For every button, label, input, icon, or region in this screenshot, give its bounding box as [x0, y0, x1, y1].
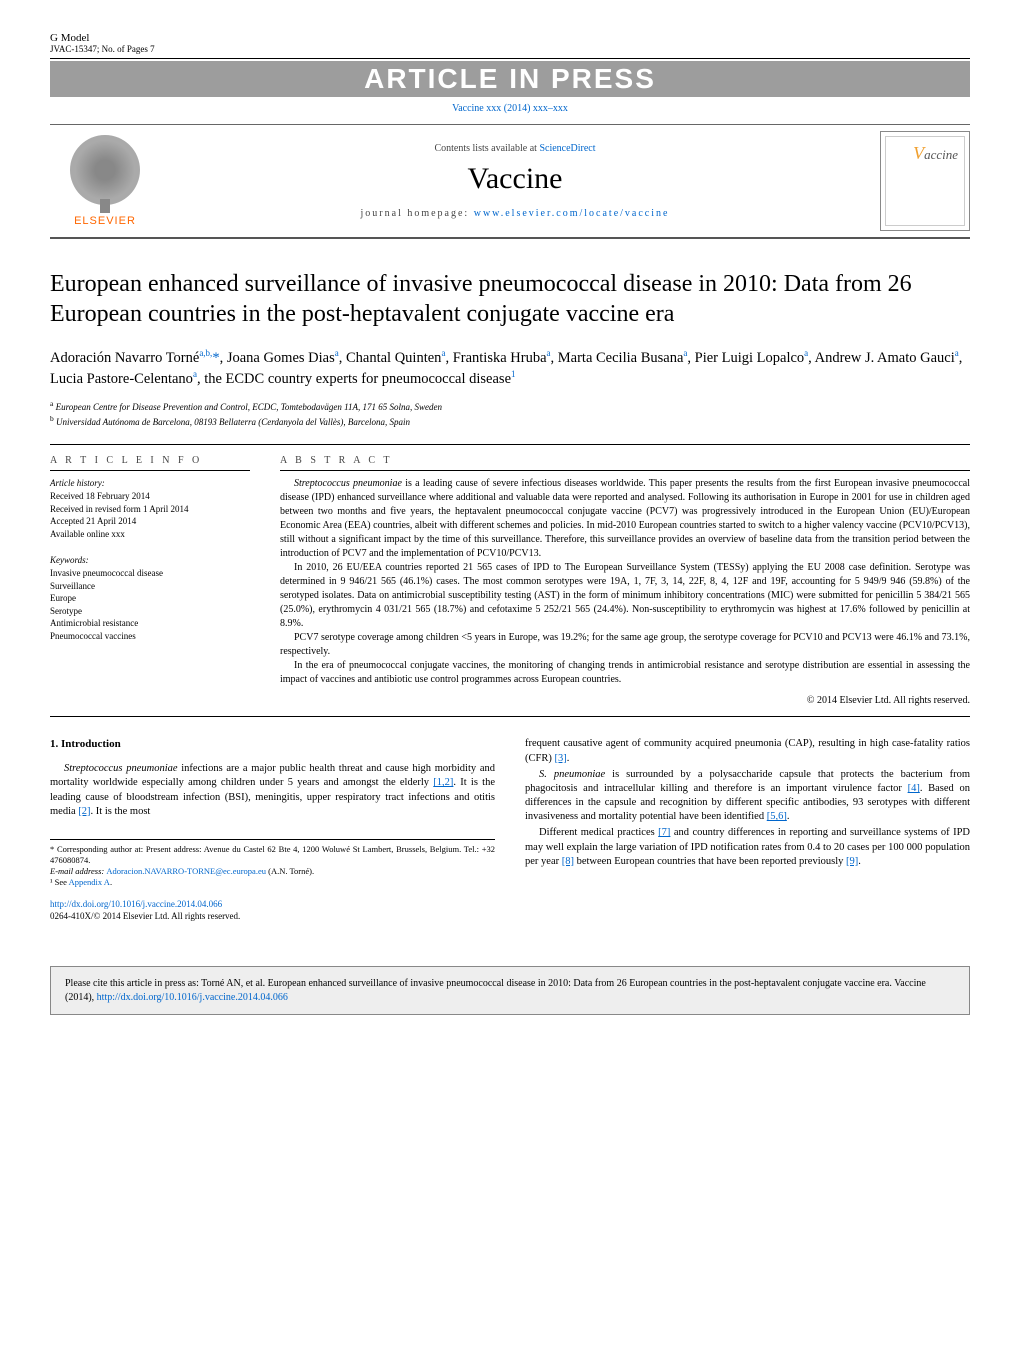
body-columns: 1. Introduction Streptococcus pneumoniae… [50, 737, 970, 922]
article-history: Article history: Received 18 February 20… [50, 477, 250, 540]
gmodel-label: G Model [50, 32, 155, 44]
running-header: G Model JVAC-15347; No. of Pages 7 [50, 32, 970, 59]
abstract-p3: PCV7 serotype coverage among children <5… [280, 631, 970, 659]
abstract-copyright: © 2014 Elsevier Ltd. All rights reserved… [280, 695, 970, 706]
appendix-link[interactable]: Appendix A [69, 877, 110, 887]
cover-inner: Vaccine [885, 136, 965, 226]
body-right-column: frequent causative agent of community ac… [525, 737, 970, 922]
cover-logo: Vaccine [913, 143, 958, 164]
footnotes: * Corresponding author at: Present addre… [50, 839, 495, 888]
gmodel-ref: JVAC-15347; No. of Pages 7 [50, 44, 155, 54]
abstract-p4: In the era of pneumococcal conjugate vac… [280, 659, 970, 687]
ref-link[interactable]: [9] [846, 856, 858, 867]
right-p3: Different medical practices [7] and coun… [525, 826, 970, 869]
elsevier-tree-icon [70, 135, 140, 205]
ref-link[interactable]: [2] [78, 806, 90, 817]
received-date: Received 18 February 2014 [50, 491, 150, 501]
elsevier-label: ELSEVIER [74, 215, 136, 227]
abstract-p1: Streptococcus pneumoniae is a leading ca… [280, 477, 970, 561]
sciencedirect-link[interactable]: ScienceDirect [539, 143, 595, 154]
email-line: E-mail address: Adoracion.NAVARRO-TORNE@… [50, 866, 495, 877]
issn-line: 0264-410X/© 2014 Elsevier Ltd. All right… [50, 911, 240, 921]
doi-link[interactable]: http://dx.doi.org/10.1016/j.vaccine.2014… [50, 899, 222, 909]
divider [50, 444, 970, 445]
ref-link[interactable]: [5,6] [767, 811, 787, 822]
homepage-link[interactable]: www.elsevier.com/locate/vaccine [474, 208, 670, 219]
journal-title: Vaccine [160, 162, 870, 196]
ref-link[interactable]: [8] [562, 856, 574, 867]
keywords-list: Invasive pneumococcal diseaseSurveillanc… [50, 567, 250, 643]
ref-link[interactable]: [4] [908, 783, 920, 794]
doi-block: http://dx.doi.org/10.1016/j.vaccine.2014… [50, 898, 495, 922]
intro-p1: Streptococcus pneumoniae infections are … [50, 762, 495, 819]
ref-link[interactable]: [1,2] [433, 777, 453, 788]
article-info-label: A R T I C L E I N F O [50, 455, 250, 471]
revised-date: Received in revised form 1 April 2014 [50, 504, 188, 514]
keywords-block: Keywords: Invasive pneumococcal diseaseS… [50, 554, 250, 642]
affiliation-b: b Universidad Autónoma de Barcelona, 081… [50, 414, 970, 429]
homepage-label: journal homepage: [361, 208, 474, 219]
elsevier-logo-box: ELSEVIER [50, 131, 160, 231]
intro-heading: 1. Introduction [50, 737, 495, 752]
history-label: Article history: [50, 478, 105, 488]
email-link[interactable]: Adoracion.NAVARRO-TORNE@ec.europa.eu [106, 866, 266, 876]
article-title: European enhanced surveillance of invasi… [50, 269, 970, 329]
online-date: Available online xxx [50, 529, 125, 539]
gmodel-block: G Model JVAC-15347; No. of Pages 7 [50, 32, 155, 54]
abstract-text: Streptococcus pneumoniae is a leading ca… [280, 477, 970, 687]
ref-link[interactable]: [3] [554, 753, 566, 764]
masthead-center: Contents lists available at ScienceDirec… [160, 131, 870, 231]
article-in-press-banner: ARTICLE IN PRESS [50, 61, 970, 97]
appendix-note: ¹ See Appendix A. [50, 877, 495, 888]
abstract-label: A B S T R A C T [280, 455, 970, 471]
masthead: ELSEVIER Contents lists available at Sci… [50, 124, 970, 239]
right-p1: frequent causative agent of community ac… [525, 737, 970, 765]
homepage-line: journal homepage: www.elsevier.com/locat… [160, 208, 870, 219]
article-info-column: A R T I C L E I N F O Article history: R… [50, 455, 250, 706]
journal-ref-link[interactable]: Vaccine xxx (2014) xxx–xxx [452, 103, 568, 114]
abstract-column: A B S T R A C T Streptococcus pneumoniae… [280, 455, 970, 706]
cite-doi-link[interactable]: http://dx.doi.org/10.1016/j.vaccine.2014… [97, 992, 288, 1003]
body-left-column: 1. Introduction Streptococcus pneumoniae… [50, 737, 495, 922]
affiliations: a European Centre for Disease Prevention… [50, 399, 970, 428]
citation-box: Please cite this article in press as: To… [50, 966, 970, 1015]
contents-text: Contents lists available at [434, 143, 539, 154]
right-p2: S. pneumoniae is surrounded by a polysac… [525, 768, 970, 825]
affiliation-a: a European Centre for Disease Prevention… [50, 399, 970, 414]
ref-link[interactable]: [7] [658, 827, 670, 838]
info-abstract-row: A R T I C L E I N F O Article history: R… [50, 455, 970, 706]
divider [50, 716, 970, 717]
accepted-date: Accepted 21 April 2014 [50, 516, 136, 526]
contents-line: Contents lists available at ScienceDirec… [160, 143, 870, 154]
keywords-label: Keywords: [50, 554, 250, 567]
authors-list: Adoración Navarro Tornéa,b,*, Joana Gome… [50, 347, 970, 389]
journal-cover: Vaccine [880, 131, 970, 231]
corresponding-author: * Corresponding author at: Present addre… [50, 844, 495, 866]
aip-text: ARTICLE IN PRESS [364, 63, 656, 94]
abstract-p2: In 2010, 26 EU/EEA countries reported 21… [280, 561, 970, 631]
journal-reference: Vaccine xxx (2014) xxx–xxx [50, 103, 970, 114]
